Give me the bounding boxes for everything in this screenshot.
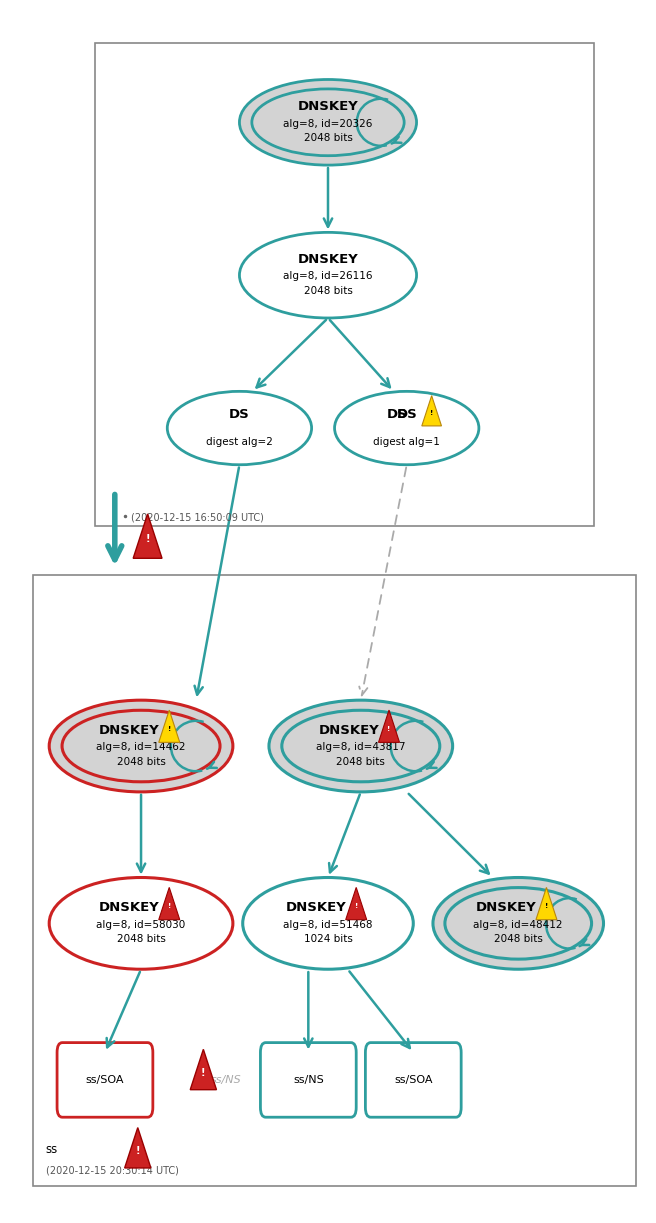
Ellipse shape [49,878,233,969]
Text: alg=8, id=14462: alg=8, id=14462 [96,742,186,752]
Text: DNSKEY: DNSKEY [476,901,537,914]
Polygon shape [379,711,400,742]
Text: 2048 bits: 2048 bits [117,757,165,767]
Text: DNSKEY: DNSKEY [99,724,159,736]
Text: ss/NS: ss/NS [211,1075,241,1085]
Text: alg=8, id=20326: alg=8, id=20326 [283,119,373,128]
Text: !: ! [201,1068,205,1077]
Ellipse shape [49,700,233,793]
Ellipse shape [269,700,453,793]
Text: 2048 bits: 2048 bits [304,133,352,143]
Polygon shape [536,888,557,920]
Text: 2048 bits: 2048 bits [337,757,385,767]
Text: 2048 bits: 2048 bits [117,934,165,944]
Text: alg=8, id=58030: alg=8, id=58030 [96,920,186,929]
Text: !: ! [430,410,433,416]
Text: !: ! [146,534,150,544]
FancyBboxPatch shape [33,575,636,1186]
Text: ss: ss [46,1144,58,1156]
Polygon shape [346,888,367,920]
Text: !: ! [388,725,390,731]
Text: DNSKEY: DNSKEY [298,100,358,113]
Text: DS: DS [386,408,407,421]
FancyBboxPatch shape [365,1042,461,1118]
Text: !: ! [168,725,171,731]
FancyBboxPatch shape [57,1042,153,1118]
Text: (2020-12-15 16:50:09 UTC): (2020-12-15 16:50:09 UTC) [131,512,264,522]
Polygon shape [159,888,180,920]
Text: ss/SOA: ss/SOA [86,1075,124,1085]
Text: !: ! [545,903,548,909]
Text: DS: DS [229,408,250,421]
Text: alg=8, id=26116: alg=8, id=26116 [283,272,373,281]
Polygon shape [133,514,162,558]
Ellipse shape [239,232,417,318]
Text: ss/SOA: ss/SOA [394,1075,432,1085]
Text: ss/NS: ss/NS [293,1075,323,1085]
Text: DNSKEY: DNSKEY [319,724,379,736]
Text: DS: DS [396,408,417,421]
Ellipse shape [243,878,413,969]
Text: (2020-12-15 20:30:14 UTC): (2020-12-15 20:30:14 UTC) [46,1166,179,1175]
Text: alg=8, id=43817: alg=8, id=43817 [316,742,405,752]
Text: digest alg=1: digest alg=1 [373,437,440,446]
Text: alg=8, id=48412: alg=8, id=48412 [474,920,563,929]
Text: 2048 bits: 2048 bits [304,286,352,296]
Text: DNSKEY: DNSKEY [286,901,346,914]
FancyBboxPatch shape [95,43,594,526]
Text: 2048 bits: 2048 bits [494,934,543,944]
Ellipse shape [239,79,417,165]
Text: !: ! [355,903,358,909]
Polygon shape [159,711,180,742]
Text: !: ! [168,903,171,909]
Ellipse shape [433,878,604,969]
Ellipse shape [335,391,479,465]
Text: DNSKEY: DNSKEY [99,901,159,914]
Text: !: ! [136,1146,140,1156]
FancyBboxPatch shape [260,1042,356,1118]
Text: DNSKEY: DNSKEY [298,253,358,265]
Polygon shape [190,1049,216,1090]
Text: 1024 bits: 1024 bits [304,934,352,944]
Text: digest alg=2: digest alg=2 [206,437,273,446]
Ellipse shape [167,391,312,465]
Polygon shape [125,1128,151,1168]
Text: alg=8, id=51468: alg=8, id=51468 [283,920,373,929]
Polygon shape [422,396,441,426]
